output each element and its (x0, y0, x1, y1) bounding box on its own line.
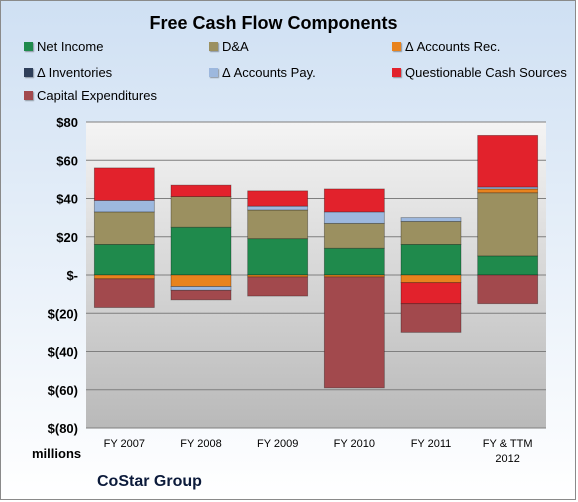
x-category-label: FY 2007 (104, 438, 145, 450)
bar-segment (170, 226, 232, 276)
y-tick-label: $60 (56, 153, 78, 168)
legend-swatch (209, 68, 218, 77)
bar-segment (93, 278, 155, 308)
bar-segment (400, 282, 462, 305)
bar-segment (93, 200, 155, 213)
chart-title: Free Cash Flow Components (149, 13, 398, 33)
legend-swatch (209, 42, 218, 51)
bar-segment (400, 221, 462, 245)
x-category-label: FY 2008 (180, 438, 221, 450)
y-tick-label: $40 (56, 192, 78, 207)
legend-label: Δ Accounts Rec. (405, 39, 501, 54)
bar-segment (247, 209, 309, 240)
legend-item-accounts-rec: Δ Accounts Rec. (392, 39, 500, 54)
y-tick-label: $20 (56, 230, 78, 245)
bar-segment (247, 205, 309, 211)
bar-segment (477, 134, 539, 188)
legend-item-inventories: Δ Inventories (24, 65, 112, 80)
legend-item-net-income: Net Income (24, 39, 103, 54)
legend-swatch (392, 42, 401, 51)
y-tick-label: $(40) (48, 345, 78, 360)
legend-swatch (392, 68, 401, 77)
bar-segment (323, 188, 385, 213)
bar-segment (477, 192, 539, 257)
brand-label: CoStar Group (97, 473, 202, 490)
bar-segment (323, 276, 385, 389)
bar-segment (247, 190, 309, 207)
legend-item-capex: Capital Expenditures (24, 88, 157, 103)
y-tick-label: $(60) (48, 383, 78, 398)
bar-segment (170, 184, 232, 197)
legend-item-accounts-pay: Δ Accounts Pay. (209, 65, 316, 80)
bar-segment (93, 243, 155, 276)
legend-label: Capital Expenditures (37, 88, 157, 103)
legend-label: Δ Inventories (37, 65, 113, 80)
bar-segment (400, 217, 462, 222)
bar-segment (477, 188, 539, 194)
bar-segment (323, 247, 385, 276)
bar-segment (170, 274, 232, 287)
bar-segment (93, 167, 155, 201)
legend-label: Questionable Cash Sources (405, 65, 567, 80)
bar-segment (170, 196, 232, 228)
y-tick-label: $80 (56, 115, 78, 130)
bar-segment (323, 211, 385, 224)
x-category-label: 2012 (495, 453, 519, 465)
bar-segment (170, 286, 232, 291)
x-category-label: FY & TTM (483, 438, 533, 450)
legend-label: Δ Accounts Pay. (222, 65, 316, 80)
y-tick-label: $- (66, 268, 78, 283)
legend-label: Net Income (37, 39, 104, 54)
legend-label: D&A (222, 39, 249, 54)
legend-item-da: D&A (209, 39, 249, 54)
legend-swatch (24, 42, 33, 51)
bar-segment (477, 274, 539, 305)
bar-segment (323, 222, 385, 249)
x-category-label: FY 2011 (411, 438, 452, 450)
bar-segment (93, 211, 155, 245)
y-tick-label: $(20) (48, 306, 78, 321)
bar-segment (170, 289, 232, 301)
x-category-label: FY 2009 (257, 438, 298, 450)
legend-item-questionable-cash: Questionable Cash Sources (392, 65, 567, 80)
bar-segment (93, 274, 155, 280)
legend-swatch (24, 68, 33, 77)
bar-segment (247, 238, 309, 276)
x-category-label: FY 2010 (334, 438, 375, 450)
bar-segment (477, 255, 539, 276)
bar-segment (400, 303, 462, 333)
bar-segment (247, 276, 309, 297)
legend-swatch (24, 91, 33, 100)
bar-segment (400, 274, 462, 284)
y-tick-label: $(80) (48, 421, 78, 436)
units-label: millions (32, 446, 82, 461)
bar-segment (400, 243, 462, 276)
